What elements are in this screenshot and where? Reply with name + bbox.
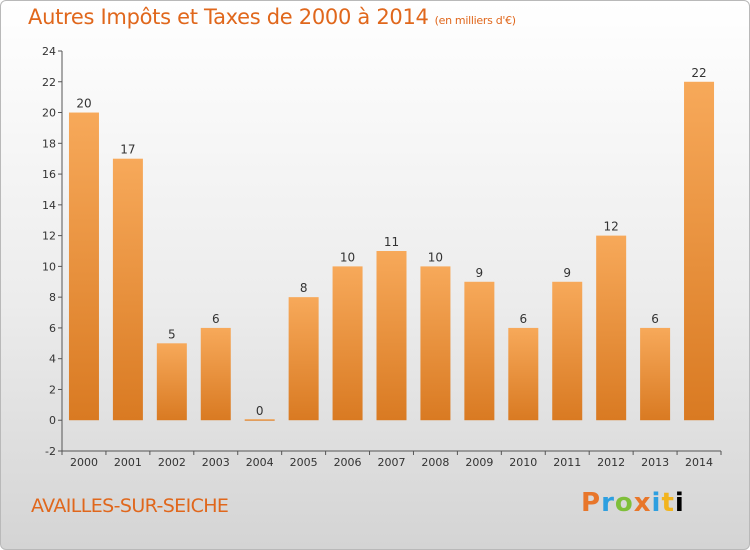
x-tick-label: 2014 [685, 456, 713, 469]
bar [156, 343, 187, 421]
y-tick-label: 10 [42, 260, 56, 273]
logo-letter: o [614, 488, 634, 518]
logo-letter: t [661, 488, 675, 518]
x-tick-label: 2005 [290, 456, 318, 469]
bar-value-label: 6 [519, 312, 527, 326]
bar [244, 419, 275, 421]
x-tick-label: 2009 [465, 456, 493, 469]
bar [464, 281, 495, 421]
x-tick-label: 2000 [70, 456, 98, 469]
y-tick-label: 22 [42, 76, 56, 89]
x-tick-label: 2013 [641, 456, 669, 469]
x-tick-label: 2001 [114, 456, 142, 469]
bar [112, 158, 143, 421]
title-unit: (en milliers d'€) [434, 14, 516, 27]
bar [420, 266, 451, 421]
bar [640, 327, 671, 421]
bar [332, 266, 363, 421]
y-tick-label: -2 [45, 445, 56, 458]
bar-value-label: 8 [300, 281, 308, 295]
bar-value-label: 22 [691, 66, 706, 80]
bar-value-label: 10 [340, 250, 355, 264]
bar-value-label: 6 [212, 312, 220, 326]
y-tick-label: 24 [42, 45, 56, 58]
bar [376, 251, 407, 421]
y-tick-label: 16 [42, 168, 56, 181]
x-tick-label: 2003 [202, 456, 230, 469]
logo-letter: r [601, 488, 615, 518]
x-tick-label: 2010 [509, 456, 537, 469]
x-tick-label: 2006 [334, 456, 362, 469]
x-tick-label: 2012 [597, 456, 625, 469]
logo-letter: i [674, 488, 685, 518]
logo-letter: i [651, 488, 662, 518]
proxiti-logo: Proxiti [581, 488, 685, 518]
y-tick-label: 2 [49, 383, 56, 396]
bar [68, 112, 99, 421]
logo-letter: P [581, 488, 602, 518]
chart-title: Autres Impôts et Taxes de 2000 à 2014 (en… [28, 5, 516, 29]
bar [200, 327, 231, 421]
bar-value-label: 20 [76, 97, 91, 111]
bar-value-label: 6 [651, 312, 659, 326]
bar [552, 281, 583, 421]
y-tick-label: 4 [49, 353, 56, 366]
bar-value-label: 0 [256, 404, 264, 418]
x-tick-label: 2004 [246, 456, 274, 469]
y-tick-label: 20 [42, 107, 56, 120]
y-tick-label: 12 [42, 230, 56, 243]
x-tick-label: 2008 [421, 456, 449, 469]
bar-value-label: 9 [563, 266, 571, 280]
title-text: Autres Impôts et Taxes de 2000 à 2014 [28, 5, 429, 29]
bar-value-label: 9 [476, 266, 484, 280]
bar-value-label: 17 [120, 143, 135, 157]
bar [684, 81, 715, 421]
y-tick-label: 14 [42, 199, 56, 212]
bar [508, 327, 539, 421]
y-tick-label: 8 [49, 291, 56, 304]
bar [288, 297, 319, 421]
y-tick-label: 18 [42, 137, 56, 150]
bar-value-label: 12 [604, 220, 619, 234]
bar [596, 235, 627, 421]
bar-value-label: 11 [384, 235, 399, 249]
x-tick-label: 2007 [378, 456, 406, 469]
town-name: AVAILLES-SUR-SEICHE [31, 495, 229, 517]
y-tick-label: 6 [49, 322, 56, 335]
y-tick-label: 0 [49, 414, 56, 427]
bar-value-label: 5 [168, 327, 176, 341]
x-tick-label: 2011 [553, 456, 581, 469]
x-tick-label: 2002 [158, 456, 186, 469]
logo-letter: x [633, 488, 652, 518]
bar-value-label: 10 [428, 250, 443, 264]
